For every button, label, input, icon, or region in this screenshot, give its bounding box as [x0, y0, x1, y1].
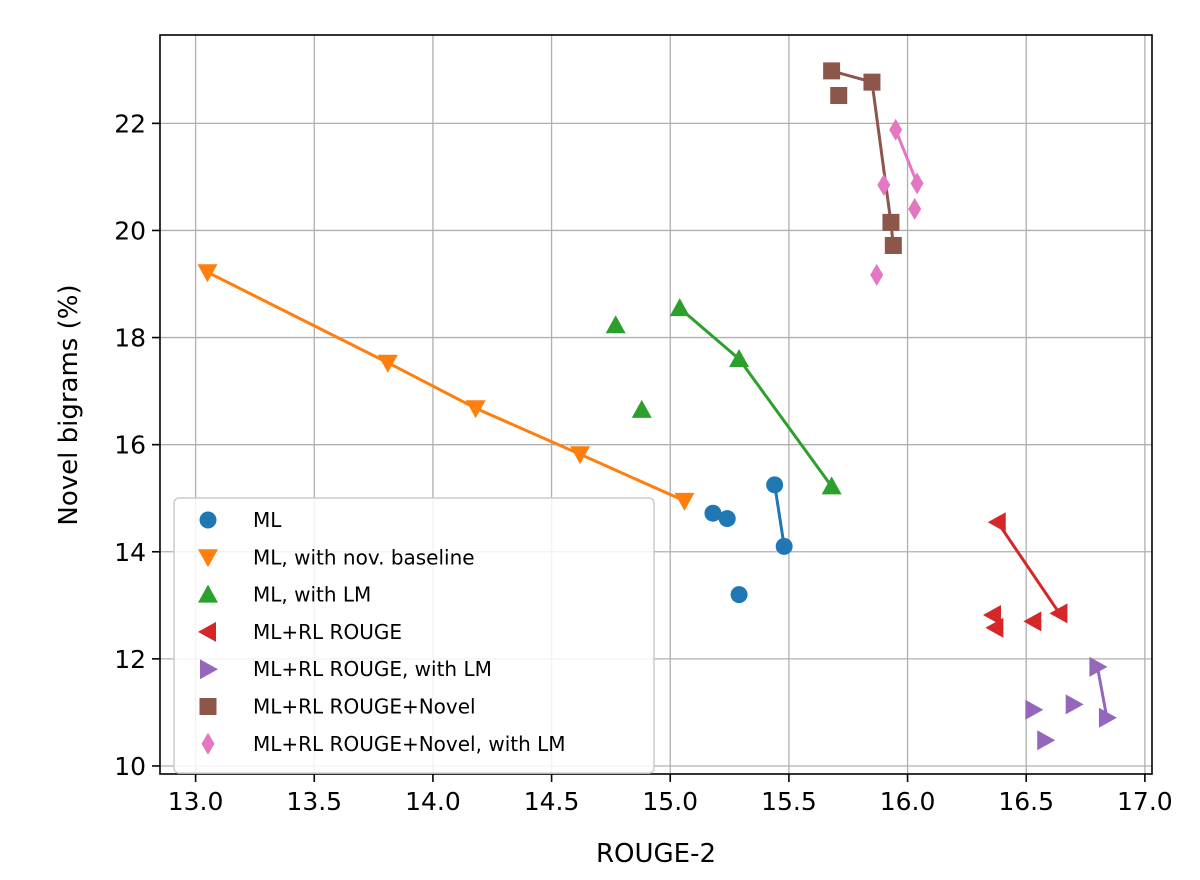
- legend: ML ML, with nov. baseline ML, with LM ML+RL…: [173, 497, 655, 774]
- data-point-2-3: [605, 315, 626, 334]
- data-point-2-0: [669, 298, 690, 317]
- data-point-3-4: [1023, 611, 1042, 632]
- legend-label-6: ML+RL ROUGE+Novel, with LM: [253, 732, 566, 756]
- data-point-3-2: [982, 604, 1001, 625]
- x-tick-label: 16.5: [998, 787, 1054, 816]
- y-tick-label: 12: [114, 645, 146, 674]
- data-point-6-2: [877, 173, 891, 196]
- plot-frame: [159, 34, 1153, 775]
- legend-marker-1: [198, 549, 218, 568]
- legend-marker-0: [199, 511, 217, 529]
- legend-marker-2: [198, 584, 218, 603]
- y-tick-label: 16: [114, 431, 146, 460]
- y-tick-label: 10: [114, 752, 146, 781]
- x-tick-label: 17.0: [1117, 787, 1173, 816]
- data-point-6-3: [908, 198, 922, 221]
- data-point-5-1: [863, 73, 881, 91]
- data-point-4-4: [1037, 730, 1056, 751]
- y-tick-label: 18: [114, 324, 146, 353]
- series-line-5: [831, 69, 895, 246]
- y-tick-label: 14: [114, 538, 146, 567]
- x-tick-label: 13.5: [286, 787, 342, 816]
- data-point-0-2: [704, 504, 722, 522]
- x-tick-label: 15.5: [761, 787, 817, 816]
- legend-marker-6: [201, 732, 215, 755]
- data-points: [197, 62, 1117, 751]
- data-point-3-1: [1049, 603, 1068, 624]
- data-point-6-1: [910, 172, 924, 195]
- series-line-3: [996, 521, 1061, 615]
- data-point-1-2: [465, 400, 486, 419]
- legend-label-3: ML+RL ROUGE: [253, 620, 402, 644]
- series-line-6: [894, 129, 919, 184]
- data-point-3-3: [985, 617, 1004, 638]
- y-tick-label: 22: [114, 109, 146, 138]
- data-point-5-0: [823, 62, 841, 80]
- data-point-4-2: [1025, 699, 1044, 720]
- legend-marker-3: [198, 621, 216, 642]
- x-tick-label: 14.0: [405, 787, 461, 816]
- data-point-5-3: [884, 236, 902, 254]
- legend-label-1: ML, with nov. baseline: [253, 545, 475, 569]
- data-point-0-4: [730, 586, 748, 604]
- series-line-4: [1095, 666, 1109, 719]
- y-axis-label: Novel bigrams (%): [54, 284, 84, 525]
- data-point-5-4: [830, 87, 848, 105]
- data-point-0-0: [766, 476, 784, 494]
- legend-marker-5: [199, 698, 217, 715]
- data-point-2-1: [729, 348, 750, 367]
- legend-box: [173, 497, 655, 774]
- data-point-1-0: [197, 264, 218, 283]
- data-point-4-0: [1089, 656, 1108, 677]
- data-point-0-3: [718, 510, 736, 528]
- data-point-4-1: [1098, 707, 1117, 728]
- data-point-1-1: [377, 354, 398, 373]
- x-tick-label: 13.0: [168, 787, 224, 816]
- data-point-5-2: [882, 213, 900, 231]
- legend-label-0: ML: [253, 508, 282, 532]
- data-point-0-1: [775, 537, 793, 555]
- data-point-4-3: [1065, 694, 1084, 715]
- data-point-2-4: [631, 399, 652, 418]
- axis-ticks: 13.0 13.5 14.0 14.5 15.0 15.5 16.0 16.5 17.0 10 12…: [114, 109, 1173, 816]
- data-point-1-3: [570, 446, 591, 465]
- data-point-1-4: [674, 492, 695, 511]
- legend-label-2: ML, with LM: [253, 583, 371, 607]
- data-point-3-0: [987, 512, 1006, 533]
- series-line-1: [206, 270, 686, 503]
- x-axis-label: ROUGE-2: [596, 839, 716, 869]
- data-point-6-4: [870, 263, 884, 286]
- data-point-6-0: [889, 118, 903, 141]
- x-tick-label: 15.0: [642, 787, 698, 816]
- x-tick-label: 14.5: [524, 787, 580, 816]
- legend-label-5: ML+RL ROUGE+Novel: [253, 695, 476, 719]
- series-line-0: [773, 484, 786, 547]
- data-point-2-2: [821, 476, 842, 495]
- y-tick-label: 20: [114, 216, 146, 245]
- x-tick-label: 16.0: [880, 787, 936, 816]
- legend-label-4: ML+RL ROUGE, with LM: [253, 657, 492, 681]
- series-line-2: [678, 306, 833, 488]
- legend-marker-4: [200, 659, 218, 680]
